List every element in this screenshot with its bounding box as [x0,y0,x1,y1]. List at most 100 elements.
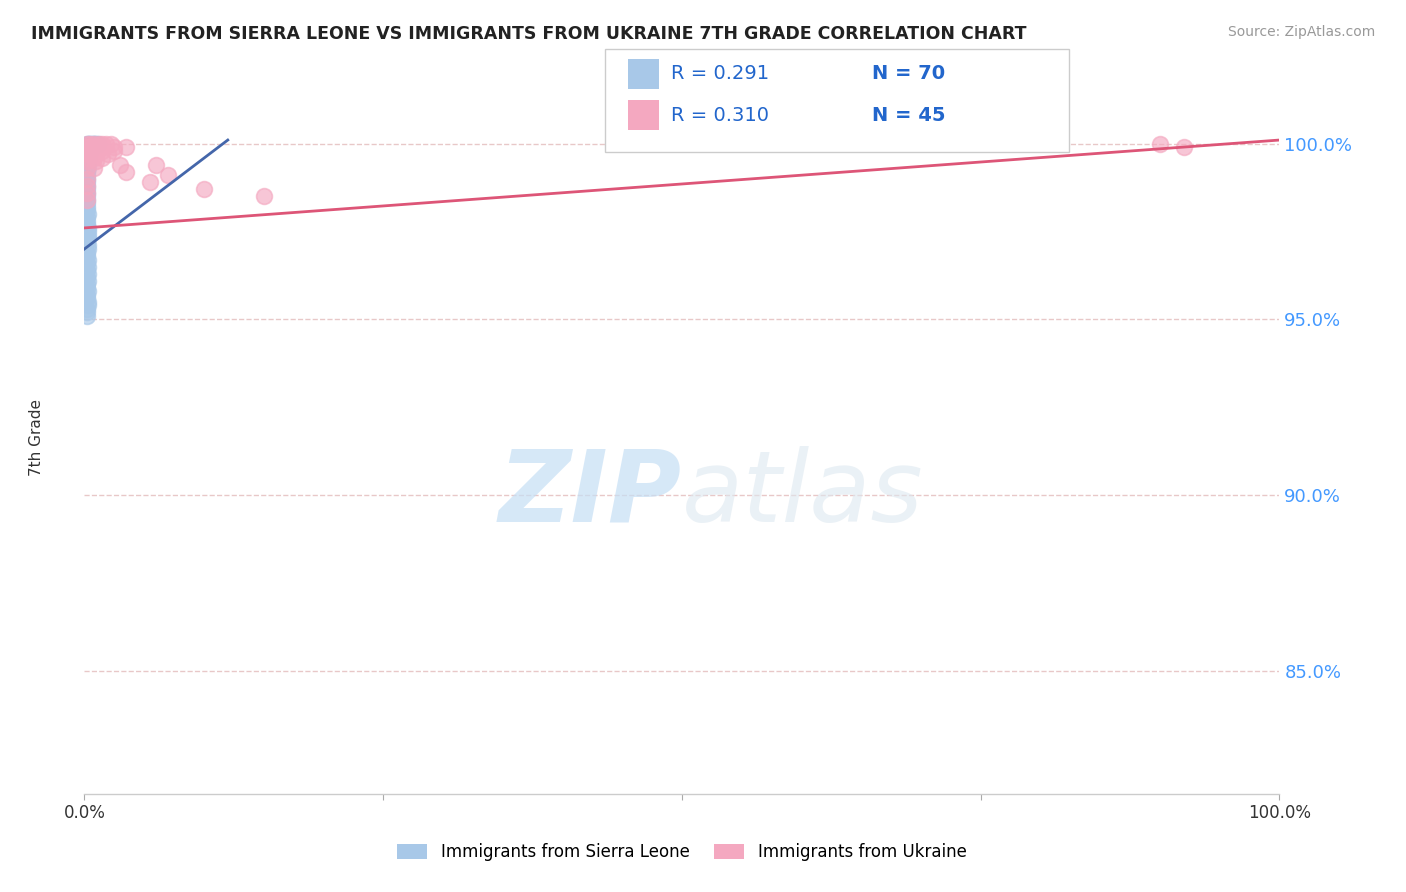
Point [76,154,98,169]
Point [76,211,98,225]
Point [94,136,117,151]
Point [77,144,100,158]
Point [83,140,105,154]
Point [157,168,180,182]
Legend: Immigrants from Sierra Leone, Immigrants from Ukraine: Immigrants from Sierra Leone, Immigrants… [391,837,973,868]
Point [76,214,98,228]
Point [76,281,98,295]
Point [83,136,105,151]
Text: ZIP: ZIP [499,446,682,542]
Point [79,136,101,151]
Point [77,136,100,151]
Point [110,158,132,172]
Point [76,171,98,186]
Point [76,168,98,182]
Point [76,140,98,154]
Point [76,182,98,196]
Point [76,151,98,165]
Point [84,136,107,151]
Point [145,158,167,172]
Point [91,151,114,165]
Point [77,147,100,161]
Text: Source: ZipAtlas.com: Source: ZipAtlas.com [1227,25,1375,39]
Point [76,151,98,165]
Point [1149,136,1171,151]
Point [91,144,114,158]
Point [76,144,98,158]
Point [77,267,100,281]
Point [77,140,100,154]
Point [76,147,98,161]
Point [77,221,100,235]
Point [80,136,103,151]
Point [115,164,138,178]
Point [86,136,108,151]
Point [76,193,98,207]
Text: atlas: atlas [682,446,924,542]
Point [76,178,98,193]
Point [103,144,125,158]
Point [79,144,101,158]
Point [80,140,103,154]
Point [76,270,98,285]
Text: R = 0.291: R = 0.291 [671,64,769,84]
Point [77,207,100,221]
Point [77,140,100,154]
Point [86,147,108,161]
Point [77,274,100,288]
Point [77,136,100,151]
Point [76,178,98,193]
Point [83,136,105,151]
Point [115,140,138,154]
Point [76,203,98,218]
Point [76,136,98,151]
Point [77,284,100,298]
Point [1173,140,1195,154]
Text: N = 70: N = 70 [872,64,945,84]
Point [76,277,98,292]
Point [80,140,103,154]
Point [77,147,100,161]
Point [76,158,98,172]
Point [83,144,105,158]
Point [253,189,276,203]
Point [79,144,101,158]
Point [77,238,100,252]
Point [76,291,98,305]
Point [79,140,101,154]
Point [77,224,100,238]
Point [77,252,100,267]
Point [76,186,98,200]
Point [76,309,98,323]
Point [76,256,98,270]
Point [76,189,98,203]
Point [79,147,101,161]
Point [76,175,98,189]
Point [193,182,215,196]
Point [76,140,98,154]
Point [76,287,98,301]
Point [77,231,100,245]
Point [91,136,114,151]
Point [76,235,98,249]
Point [82,136,104,151]
Point [76,305,98,319]
Point [76,249,98,263]
Point [76,200,98,214]
Point [77,298,100,312]
Point [87,136,110,151]
Point [76,154,98,169]
Point [139,175,162,189]
Point [76,245,98,260]
Text: 7th Grade: 7th Grade [30,399,44,475]
Point [76,193,98,207]
Point [83,151,105,165]
Point [79,136,101,151]
Point [93,140,115,154]
Point [77,144,100,158]
Point [76,218,98,232]
Point [76,263,98,277]
Point [87,140,110,154]
Point [77,151,100,165]
Point [76,196,98,211]
